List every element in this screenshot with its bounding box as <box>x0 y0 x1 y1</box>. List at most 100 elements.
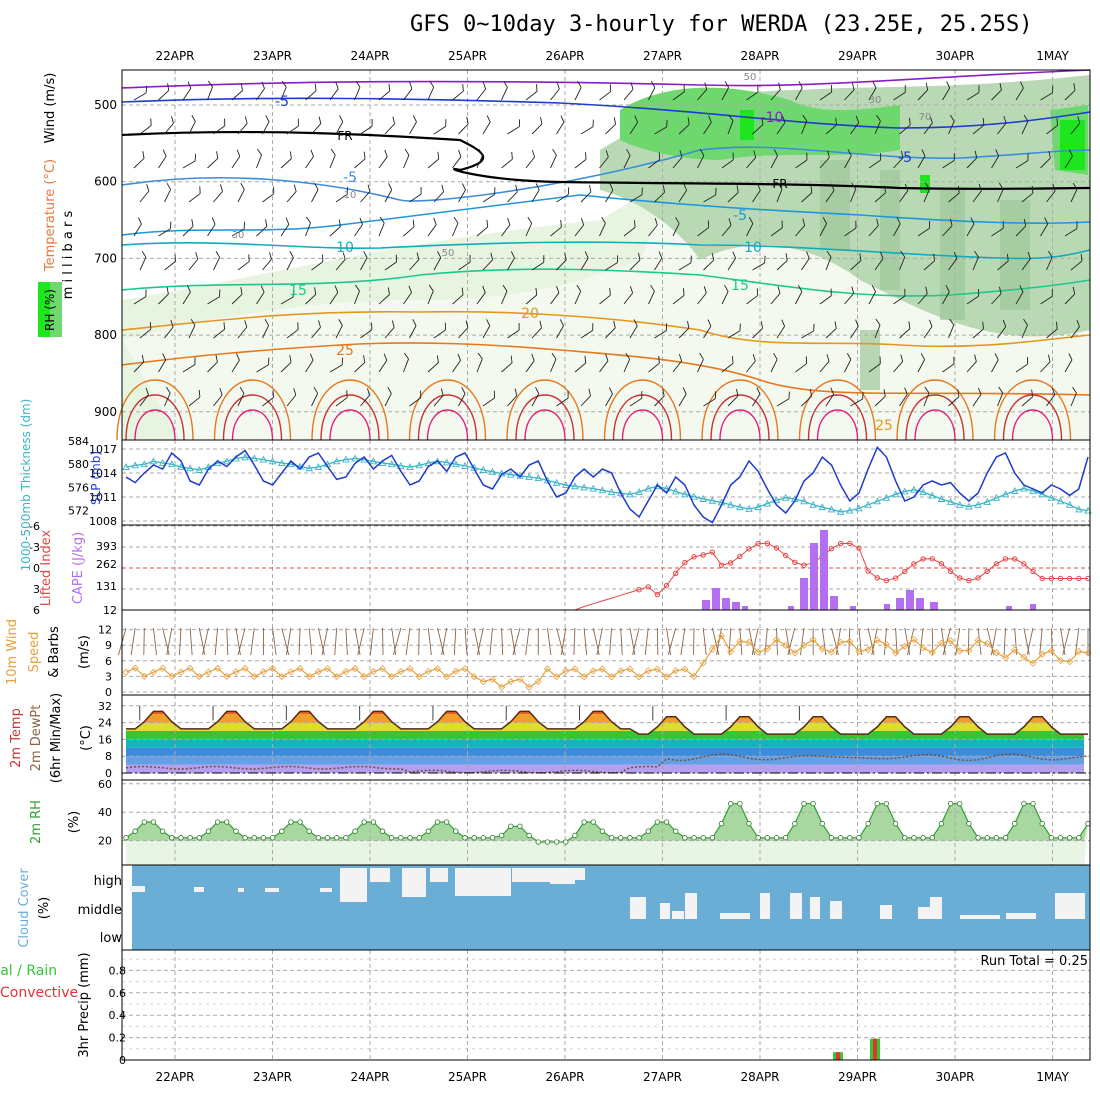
barb-shaft <box>286 394 297 407</box>
cloud-bg <box>132 865 1090 950</box>
upper-wind-barb <box>188 252 199 271</box>
barb-flag <box>785 253 788 261</box>
rh2m-point <box>123 835 129 841</box>
upper-wind-barb <box>801 389 813 407</box>
wind-speed-point <box>644 667 652 675</box>
barb-flag <box>925 82 929 91</box>
rh2m-point <box>599 828 606 834</box>
thickness-point <box>406 463 414 471</box>
barb-shaft <box>574 159 587 169</box>
barb-flag <box>1072 286 1076 295</box>
lifted-index-point <box>929 556 935 562</box>
barb-shaft <box>580 257 589 271</box>
barb-flag <box>314 287 317 295</box>
upper-wind-barb <box>844 149 852 169</box>
upper-wind-barb <box>623 285 634 305</box>
barb-shaft <box>746 360 756 373</box>
upper-wind-barb <box>972 387 982 407</box>
rh2m-point <box>819 820 826 827</box>
upper-wind-barb <box>360 184 371 203</box>
barb-shaft <box>580 126 594 135</box>
upper-wind-barb <box>1064 221 1078 237</box>
barb-flag <box>330 148 336 156</box>
surface-wind-barb <box>476 627 484 656</box>
barb-flag <box>666 119 668 128</box>
barb-shaft <box>776 260 788 271</box>
upper-wind-barb <box>476 148 484 169</box>
cloud-high-layer <box>320 888 332 892</box>
barb-flag <box>281 80 287 88</box>
barb-shaft <box>801 330 814 339</box>
thickness-point <box>983 497 991 505</box>
barb-flag <box>219 289 221 297</box>
barb-flag <box>244 116 248 124</box>
barb-flag <box>440 388 444 396</box>
barb-shaft <box>1064 89 1076 101</box>
barb-shaft <box>256 292 265 305</box>
surface-wind-barb <box>547 627 552 656</box>
barb-shaft <box>721 363 734 373</box>
surface-isotherm-lobe <box>222 394 283 441</box>
barb-shaft <box>1015 225 1027 237</box>
barb-shaft <box>476 88 486 101</box>
upper-wind-barb <box>648 81 656 101</box>
rh2m-point <box>590 819 596 825</box>
upper-wind-barb <box>531 183 540 203</box>
date-label-bottom: 25APR <box>448 1070 487 1084</box>
barb-shaft <box>525 91 538 101</box>
date-label-top: 27APR <box>643 49 682 63</box>
barb-shaft <box>899 124 911 135</box>
upper-wind-barb <box>427 151 440 169</box>
rh2m-point <box>837 835 844 841</box>
upper-wind-barb <box>164 254 176 271</box>
rh2m-point <box>517 823 523 829</box>
barb-flag <box>437 251 442 258</box>
upper-wind-barb <box>672 150 683 169</box>
upper-wind-barb <box>654 119 668 135</box>
upper-wind-barb <box>672 288 685 305</box>
barb-flag <box>297 322 299 330</box>
rh2m-point <box>874 800 880 807</box>
upper-wind-barb <box>893 288 906 305</box>
upper-wind-barb <box>531 116 543 135</box>
thickness-point <box>846 506 854 514</box>
barb-flag <box>1051 289 1053 297</box>
barb-flag <box>970 217 975 225</box>
rh2m-point <box>856 835 862 841</box>
lifted-index-point <box>673 570 679 576</box>
barb-flag <box>884 185 887 193</box>
barb-shaft <box>256 226 268 237</box>
barb-shaft <box>850 188 857 203</box>
barb-flag <box>879 356 881 364</box>
cape-bar <box>884 604 890 610</box>
rh2m-point <box>993 835 1000 841</box>
barb-shaft <box>452 90 464 101</box>
barb-flag <box>675 216 680 224</box>
barb-flag <box>846 353 852 360</box>
upper-wind-barb <box>580 184 592 203</box>
barb-flag <box>589 184 592 193</box>
upper-wind-barb <box>378 216 385 237</box>
surface-wind-barb <box>1074 627 1080 656</box>
barb-shaft <box>452 294 464 305</box>
barb-flag <box>510 251 515 259</box>
barb-shaft <box>991 359 999 373</box>
date-label-bottom: 23APR <box>253 1070 292 1084</box>
upper-wind-barb <box>158 149 167 169</box>
cape-bar <box>896 598 904 610</box>
barb-shaft <box>384 189 393 203</box>
barb-flag <box>982 117 985 126</box>
lifted-index-point <box>654 591 661 598</box>
barb-shaft <box>188 396 201 407</box>
upper-wind-barb <box>776 253 788 271</box>
cloud-high-layer <box>340 868 367 902</box>
barb-flag <box>683 288 685 296</box>
wind-speed-point <box>388 673 396 681</box>
upper-wind-barb <box>727 251 737 271</box>
upper-wind-barb <box>378 149 388 169</box>
upper-wind-barb <box>182 153 197 169</box>
upper-wind-barb <box>819 150 830 169</box>
thickness-point <box>131 461 139 469</box>
barb-flag <box>165 386 171 394</box>
barb-flag <box>929 220 931 229</box>
